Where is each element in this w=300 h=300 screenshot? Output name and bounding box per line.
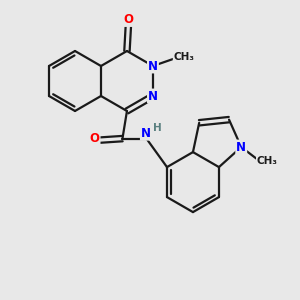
Text: O: O: [124, 13, 134, 26]
Text: N: N: [236, 140, 246, 154]
Text: N: N: [148, 59, 158, 73]
Text: CH₃: CH₃: [257, 156, 278, 166]
Text: H: H: [154, 123, 162, 133]
Text: N: N: [148, 89, 158, 103]
Text: O: O: [90, 132, 100, 145]
Text: CH₃: CH₃: [174, 52, 195, 62]
Text: N: N: [141, 127, 151, 140]
